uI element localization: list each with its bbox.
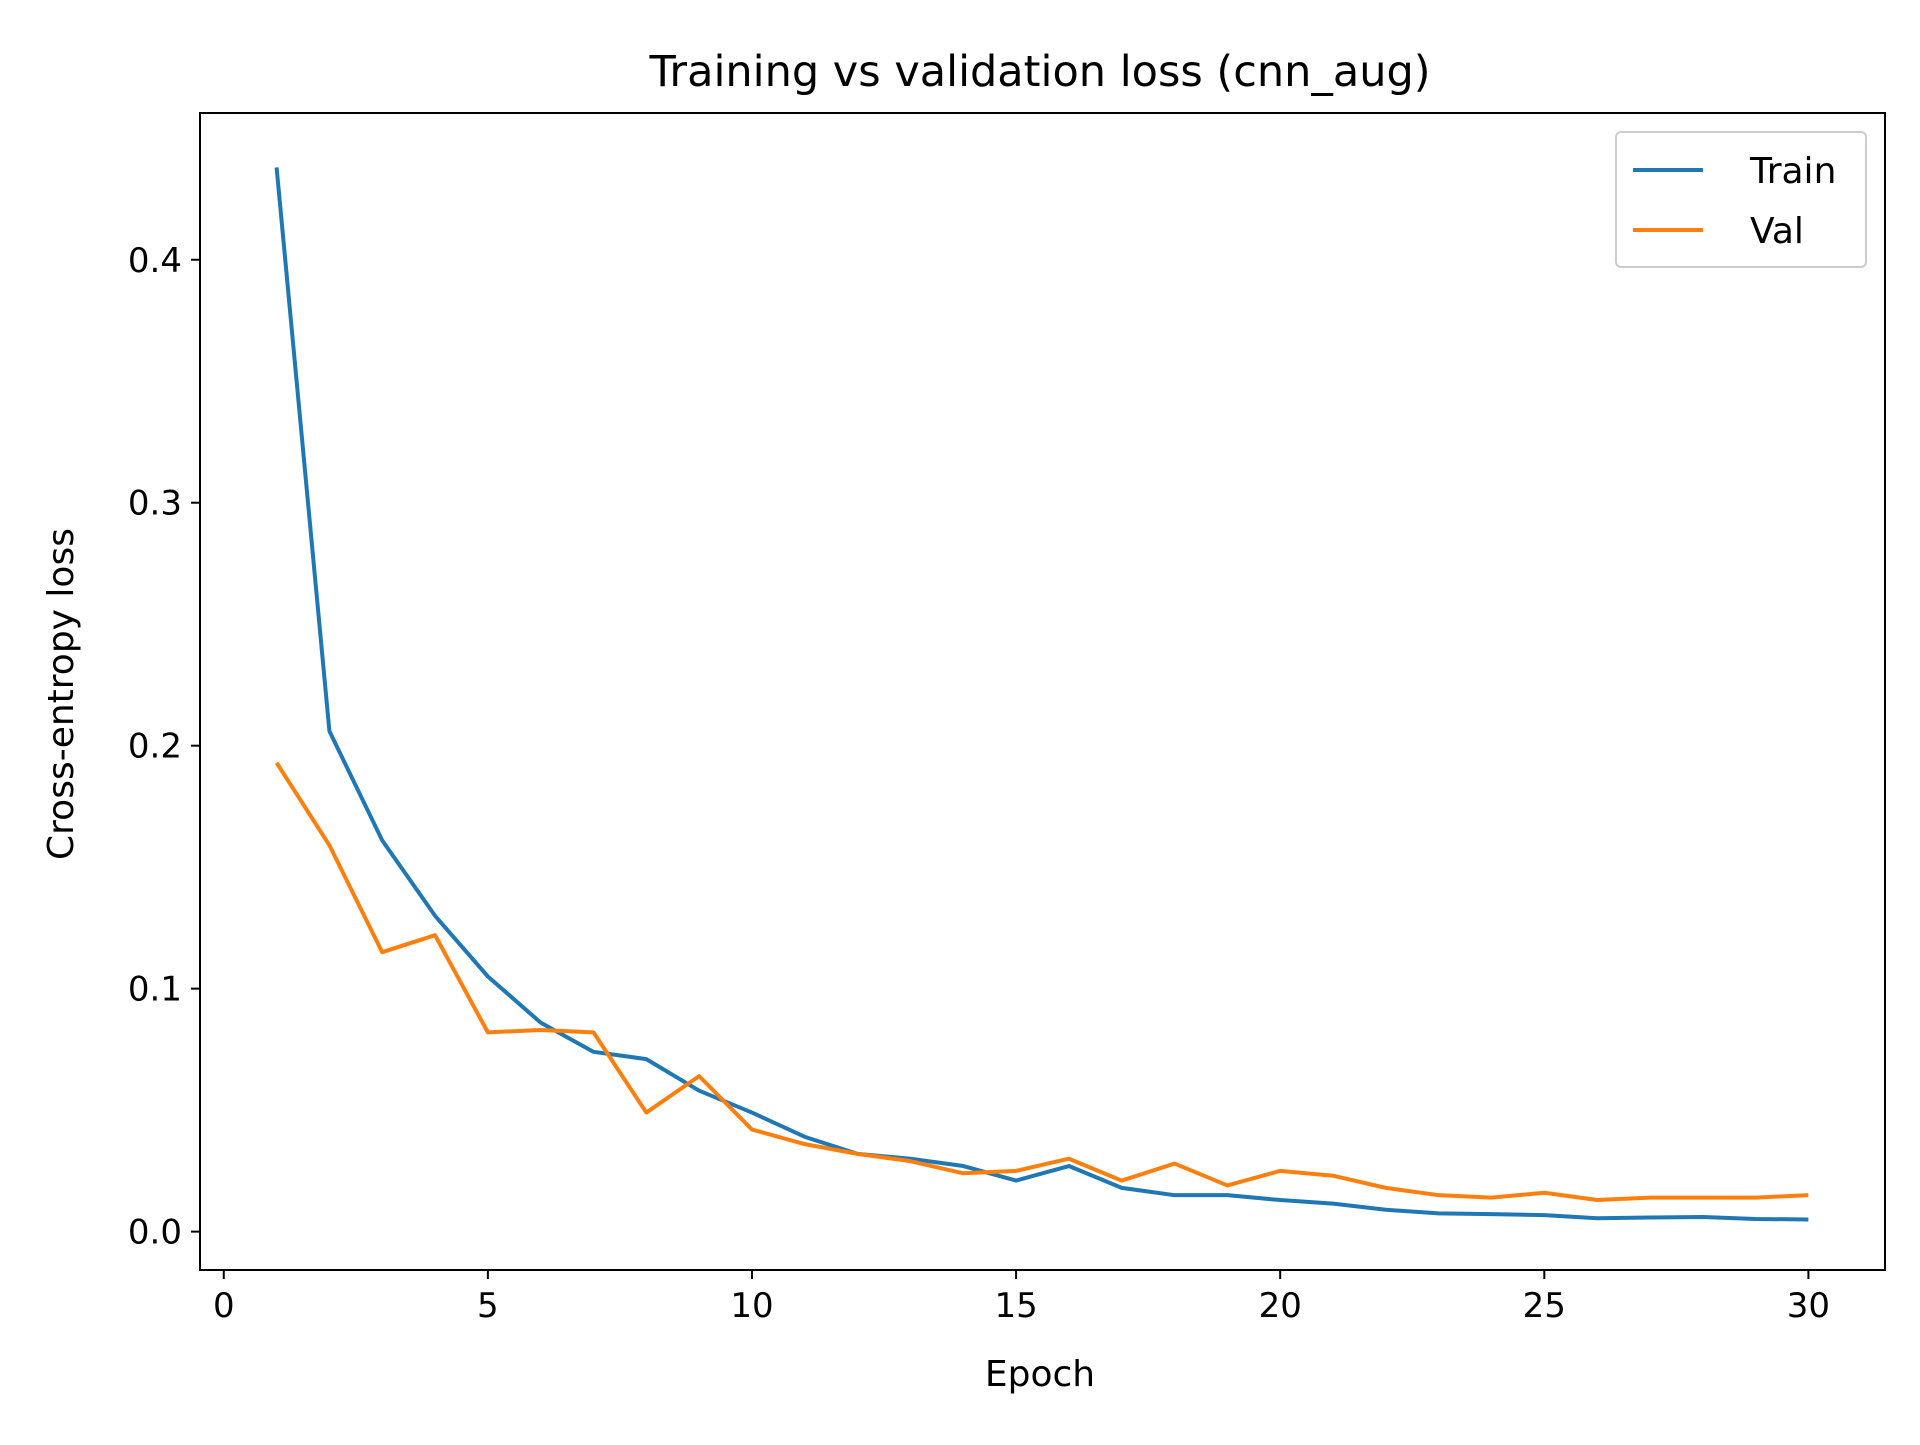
y-tick-label: 0.3: [128, 484, 182, 524]
y-tick-label: 0.2: [128, 727, 182, 767]
x-axis-label: Epoch: [985, 1354, 1095, 1395]
y-tick-label: 0.1: [128, 970, 182, 1010]
legend-label-val: Val: [1750, 211, 1804, 252]
x-tick-label: 15: [994, 1286, 1037, 1326]
x-tick-label: 10: [730, 1286, 773, 1326]
chart-title: Training vs validation loss (cnn_aug): [648, 47, 1430, 97]
legend-box: [1615, 131, 1867, 268]
series-line-train: [274, 167, 1809, 1222]
y-axis-label: Cross-entropy loss: [41, 528, 82, 860]
y-tick-label: 0.0: [128, 1213, 182, 1253]
x-tick-label: 5: [477, 1286, 499, 1326]
x-tick-label: 25: [1523, 1286, 1566, 1326]
legend-label-train: Train: [1749, 151, 1836, 192]
series-line-val: [274, 761, 1809, 1203]
x-tick-label: 30: [1787, 1286, 1830, 1326]
x-tick-label: 0: [213, 1286, 235, 1326]
y-tick-label: 0.4: [128, 241, 182, 281]
x-tick-label: 20: [1259, 1286, 1302, 1326]
plot-frame: [199, 112, 1886, 1271]
plot-area: 0 5 10 15 20 25 30 0.0 0.1 0.2 0.3 0.4 Train Val: [128, 112, 1886, 1326]
